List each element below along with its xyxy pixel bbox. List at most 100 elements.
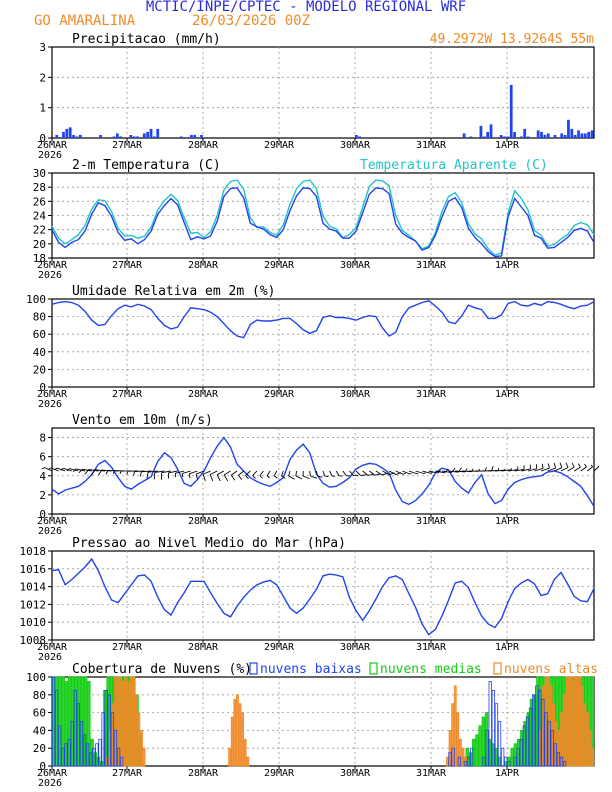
- wind-barb-flag: [126, 471, 129, 475]
- wind-barb: [415, 470, 425, 475]
- precip-bar: [567, 119, 570, 138]
- wind-barb: [259, 470, 264, 476]
- wind-barb: [295, 470, 298, 477]
- y-tick-label: 20: [33, 742, 46, 755]
- x-axis-year: 2026: [38, 778, 62, 789]
- precip-bar: [119, 136, 123, 138]
- cloud-bar-nuvens-baixas: [98, 738, 102, 767]
- precip-bar: [179, 136, 183, 138]
- wind-barb-flag: [48, 467, 52, 470]
- x-tick-label: 30MAR: [340, 642, 371, 653]
- wind-barb: [508, 469, 518, 472]
- wind-barb: [388, 470, 397, 475]
- y-tick-label: 0: [39, 132, 46, 145]
- y-tick-label: 2: [39, 489, 46, 502]
- cloud-bar-nuvens-baixas: [451, 747, 455, 767]
- x-tick-label: 29MAR: [264, 389, 295, 400]
- precip-bar: [577, 130, 580, 138]
- cloud-bar-nuvens-altas: [453, 685, 457, 767]
- cloud-bar-nuvens-baixas: [82, 734, 87, 767]
- x-axis-year: 2026: [38, 399, 62, 410]
- wind-barb: [382, 470, 390, 476]
- wind-barb-flag: [112, 470, 116, 474]
- wind-barb: [375, 470, 383, 476]
- cloud-bar-nuvens-altas: [246, 756, 250, 767]
- wind-barb-flag: [133, 471, 136, 476]
- y-tick-label: 60: [33, 328, 46, 341]
- cloud-bar-nuvens-medias: [510, 747, 514, 767]
- wind-barb-flag: [273, 475, 278, 479]
- wind-barb: [273, 470, 278, 477]
- precip-bar: [526, 136, 530, 138]
- precip-bar: [482, 136, 486, 138]
- wind-barb-flag: [295, 475, 303, 480]
- run-datetime: 26/03/2026 00Z: [192, 13, 310, 29]
- wind-barb: [514, 468, 525, 472]
- wind-barb-flag: [252, 475, 256, 479]
- y-tick-label: 100: [26, 671, 46, 684]
- wind-barb-flag: [288, 475, 295, 480]
- y-tick-label: 1012: [20, 598, 47, 611]
- y-tick-label: 1: [39, 102, 46, 115]
- x-tick-label: 27MAR: [112, 389, 143, 400]
- x-tick-label: 28MAR: [188, 642, 219, 653]
- cloud-bar-nuvens-baixas: [470, 747, 474, 767]
- wind-barb: [567, 466, 575, 472]
- precip-bar: [469, 136, 473, 138]
- precip-bar: [489, 124, 493, 138]
- cloud-bar-nuvens-baixas: [85, 743, 90, 767]
- precip-bar: [146, 131, 150, 138]
- y-tick-label: 22: [33, 224, 46, 237]
- precip-bar: [546, 133, 550, 138]
- cloud-bar-nuvens-altas: [230, 716, 234, 767]
- y-tick-label: 20: [33, 238, 46, 251]
- x-tick-label: 1APR: [495, 768, 520, 779]
- precip-bar: [62, 131, 65, 138]
- wind-barb: [521, 468, 531, 472]
- cloud-bar-nuvens-baixas: [70, 721, 74, 767]
- cloud-bar-nuvens-altas: [573, 676, 576, 767]
- precip-bar: [560, 133, 564, 138]
- wind-barb-flag: [66, 468, 70, 472]
- cloud-bar-nuvens-baixas: [463, 761, 468, 767]
- wind-barb: [554, 467, 563, 472]
- precip-bar: [78, 134, 82, 138]
- wind-barb: [63, 467, 72, 472]
- x-tick-label: 30MAR: [340, 768, 371, 779]
- cloud-bar-nuvens-baixas: [104, 689, 108, 767]
- panel-title: Pressao ao Nivel Medio do Mar (hPa): [72, 536, 346, 551]
- y-tick-label: 1008: [20, 634, 47, 647]
- y-tick-label: 1016: [20, 563, 47, 576]
- cloud-bar-nuvens-baixas: [64, 743, 68, 767]
- cloud-bar-nuvens-altas: [134, 694, 138, 767]
- cloud-bar-nuvens-baixas: [95, 743, 99, 767]
- cloud-bar-nuvens-altas: [236, 694, 239, 767]
- precip-bar: [129, 134, 133, 138]
- precip-bar: [513, 131, 516, 138]
- precip-bar: [523, 128, 527, 138]
- wind-barb-flag: [119, 470, 122, 474]
- panel-title: Precipitacao (mm/h): [72, 32, 221, 47]
- wind-barb: [501, 469, 512, 472]
- wind-barb: [188, 470, 198, 475]
- wind-barb-flag: [497, 467, 500, 471]
- wind-barb: [587, 466, 593, 472]
- cloud-bar-nuvens-baixas: [547, 721, 551, 767]
- wind-barb-flag: [491, 465, 494, 471]
- precip-bar: [132, 136, 136, 138]
- wind-barb: [408, 470, 418, 475]
- wind-barb: [209, 470, 218, 475]
- series-line-temp-1: [51, 187, 595, 258]
- wind-barb-flag: [60, 467, 64, 471]
- wind-barb-flag: [105, 470, 109, 475]
- y-tick-label: 1010: [20, 616, 47, 629]
- panel-title: Cobertura de Nuvens (%): [72, 662, 252, 677]
- cloud-bar-nuvens-baixas: [89, 752, 93, 767]
- wind-barb: [238, 470, 244, 476]
- wind-barb: [428, 470, 438, 474]
- x-tick-label: 27MAR: [112, 642, 143, 653]
- x-tick-label: 29MAR: [264, 140, 295, 151]
- panel-title: Vento em 10m (m/s): [72, 413, 213, 428]
- cloud-bar-nuvens-altas: [544, 676, 548, 767]
- cloud-bar-nuvens-baixas: [101, 712, 105, 767]
